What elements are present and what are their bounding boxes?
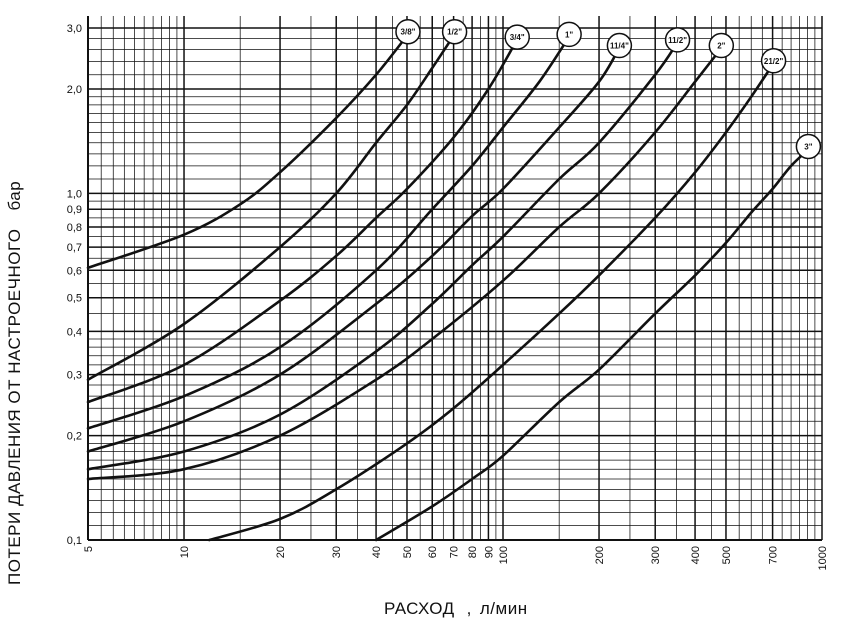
series-bubble-circle [760,48,787,74]
series-labels: 3/8" 1/2" 3/4" 1" 11/4" 11/2" 2" 21/2" 3" [395,18,822,160]
series-line [86,48,722,481]
series-bubble-circle [664,27,691,53]
y-tick-label: 0,8 [67,222,82,234]
series-curves [86,34,809,542]
series-line [86,48,620,453]
x-tick-label: 60 [427,546,439,558]
series-line [86,37,570,430]
y-axis-label: ПОТЕРИ ДАВЛЕНИЯ ОТ НАСТРОЕЧНОГОбар [5,181,24,585]
x-tick-label: 300 [650,546,662,564]
y-tick-label: 0,2 [67,431,82,443]
series-line [374,149,809,542]
series-label-bubble: 1" [556,21,582,48]
x-tick-label: 80 [467,546,479,558]
series-bubble-text: 1/2" [447,28,462,37]
x-tick-label: 500 [721,546,733,564]
series-bubble-circle [395,18,421,45]
x-tick-label: 700 [768,546,780,564]
series-label-bubble: 11/4" [606,32,633,59]
series-bubble-text: 3/4" [510,33,525,42]
y-tick-label: 0,6 [67,265,82,277]
x-tick-label: 400 [690,546,702,564]
series-bubble-circle [504,24,530,50]
x-axis-label: РАСХОД, л/мин [384,599,528,618]
series-bubble-text: 2" [717,42,725,51]
series-bubble-circle [556,21,582,48]
series-bubble-circle [441,18,468,45]
y-tick-label: 0,9 [67,204,82,216]
x-tick-label: 70 [449,546,461,558]
x-tick-label: 100 [498,546,510,564]
series-bubble-text: 21/2" [764,57,784,66]
series-bubble-text: 3" [804,142,812,151]
x-tick-label: 30 [331,546,343,558]
x-tick-label: 20 [275,546,287,558]
series-line [86,34,455,381]
series-label-bubble: 3/8" [395,18,421,45]
series-bubble-text: 1" [565,30,573,39]
series-label-bubble: 3/4" [504,24,530,50]
series-line [208,63,774,542]
x-tick-label: 200 [594,546,606,564]
x-tick-label: 10 [179,546,191,558]
series-bubble-circle [708,32,735,59]
y-tick-labels: 0,1 0,2 0,3 0,4 0,5 0,6 0,7 0,8 0,9 1,0 2,0 3,0 [67,23,82,547]
x-tick-label: 50 [402,546,414,558]
y-tick-label: 3,0 [67,23,82,35]
y-tick-label: 0,4 [67,326,82,338]
x-tick-label: 5 [83,546,95,552]
series-bubble-circle [795,133,822,160]
y-tick-label: 1,0 [67,188,82,200]
series-line [86,39,518,404]
y-tick-label: 0,3 [67,370,82,382]
series-label-bubble: 3" [795,133,822,160]
x-tick-label: 40 [371,546,383,558]
x-tick-labels: 5 10 20 30 40 50 60 70 80 90 100 200 300 400 500 700 100… [83,546,829,570]
x-tick-label: 1000 [817,546,829,570]
y-tick-label: 2,0 [67,84,82,96]
chart-grid [87,16,823,541]
series-line [86,34,409,270]
y-tick-label: 0,7 [67,242,82,254]
series-bubble-text: 11/2" [668,36,687,45]
x-tick-label: 90 [483,546,495,558]
series-label-bubble: 2" [708,32,735,59]
series-label-bubble: 11/2" [664,27,691,53]
y-tick-label: 0,5 [67,293,82,305]
series-label-bubble: 1/2" [441,18,468,45]
series-bubble-circle [606,32,633,59]
series-bubble-text: 3/8" [401,28,416,37]
y-tick-label: 0,1 [67,535,82,547]
series-line [86,42,678,471]
series-label-bubble: 21/2" [760,48,787,74]
series-bubble-text: 11/4" [610,42,629,51]
